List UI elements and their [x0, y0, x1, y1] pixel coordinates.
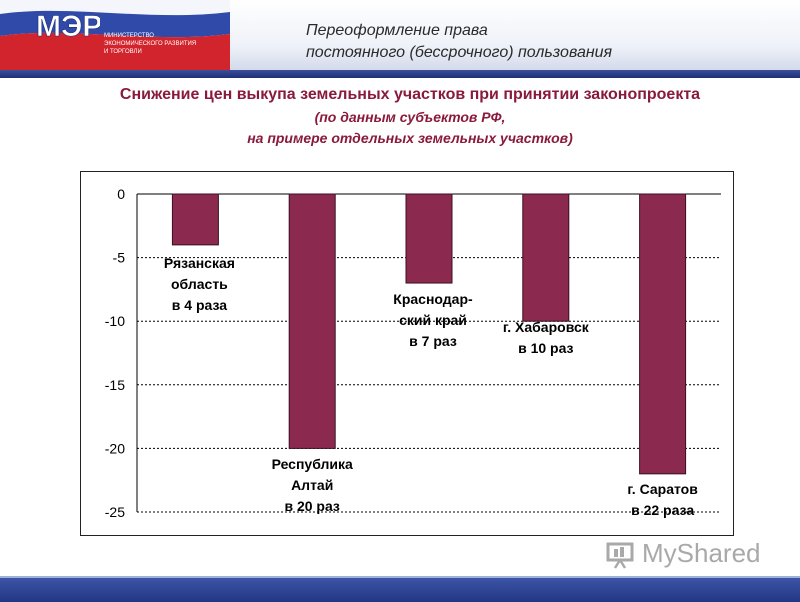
ministry-name: МИНИСТЕРСТВО ЭКОНОМИЧЕСКОГО РАЗВИТИЯ И Т…	[104, 32, 224, 56]
bar-data-label: в 7 раз	[409, 333, 457, 349]
slide-header: МЭРТ МИНИСТЕРСТВО ЭКОНОМИЧЕСКОГО РАЗВИТИ…	[0, 0, 800, 78]
bar-chart: 0 -5 -10 -15 -20 -25 Рязанская область в 4 раза Р…	[105, 186, 721, 520]
bar-data-label: ский край	[399, 312, 467, 328]
bar-data-label: область	[171, 276, 228, 292]
bar-data-label: г. Саратов	[627, 481, 698, 497]
y-tick-label: -5	[113, 250, 126, 266]
y-tick-label: -25	[105, 504, 125, 520]
header-stripe	[0, 70, 800, 78]
ministry-line: МИНИСТЕРСТВО	[104, 33, 154, 39]
y-tick-label: -20	[105, 440, 125, 456]
bar	[171, 193, 219, 246]
bar-data-label: в 22 раза	[631, 502, 694, 518]
bar-data-label: г. Хабаровск	[503, 319, 590, 335]
header-title-line: постоянного (бессрочного) пользования	[306, 44, 613, 61]
ministry-line: И ТОРГОВЛИ	[104, 49, 142, 55]
bar	[522, 193, 570, 322]
slide-subtitle-line: (по данным субъектов РФ,	[314, 109, 506, 125]
bar-data-label: Краснодар-	[393, 291, 473, 307]
ministry-line: ЭКОНОМИЧЕСКОГО РАЗВИТИЯ	[104, 41, 197, 47]
bar	[288, 193, 336, 449]
watermark-text: MyShared	[642, 538, 761, 568]
bar-data-label: Республика	[272, 456, 353, 472]
logo-text: МЭРТ	[36, 10, 100, 43]
chart-frame: 0 -5 -10 -15 -20 -25 Рязанская область в 4 раза Р…	[80, 171, 734, 536]
bar-data-label: Рязанская	[164, 255, 235, 271]
bar	[405, 193, 453, 284]
header-title: Переоформление права постоянного (бессро…	[306, 20, 612, 64]
watermark: MyShared	[606, 538, 761, 569]
y-tick-label: -10	[105, 313, 125, 329]
bar	[639, 193, 687, 475]
bar-data-label: в 4 раза	[172, 297, 227, 313]
bar-data-label: в 20 раз	[284, 498, 339, 514]
mert-logo: МЭРТ	[36, 6, 121, 64]
russian-flag-emblem	[0, 0, 230, 70]
y-tick-label: -15	[105, 377, 125, 393]
header-title-line: Переоформление права	[306, 22, 488, 39]
footer-band	[0, 576, 800, 602]
slide-title: Снижение цен выкупа земельных участков п…	[119, 86, 701, 103]
slide-subtitle-line: на примере отдельных земельных участков)	[247, 130, 573, 146]
bar-data-label: в 10 раз	[518, 340, 573, 356]
myshared-logo-icon	[606, 541, 636, 569]
bar-data-label: Алтай	[291, 477, 333, 493]
y-tick-label: 0	[117, 186, 125, 202]
